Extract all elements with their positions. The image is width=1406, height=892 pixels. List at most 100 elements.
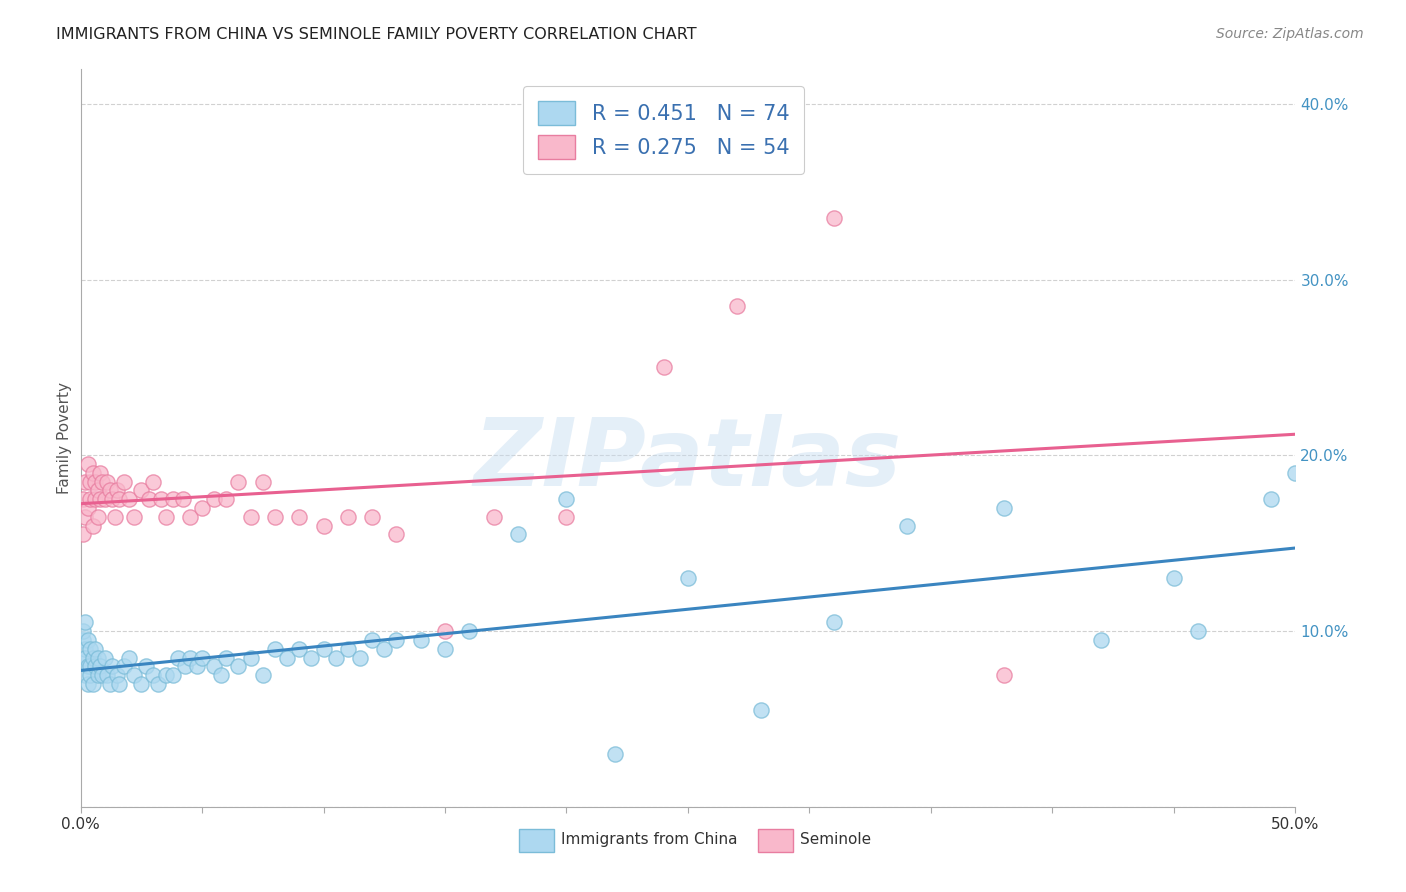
Point bbox=[86, 668, 108, 682]
Point bbox=[75, 475, 97, 489]
Point bbox=[482, 509, 505, 524]
Point bbox=[1163, 571, 1185, 585]
Point bbox=[142, 475, 165, 489]
Y-axis label: Family Poverty: Family Poverty bbox=[58, 382, 72, 494]
Point bbox=[79, 659, 101, 673]
Point bbox=[361, 632, 384, 647]
Point bbox=[155, 668, 177, 682]
Point bbox=[202, 492, 225, 507]
Point bbox=[94, 492, 117, 507]
Point bbox=[79, 641, 101, 656]
Point bbox=[118, 492, 141, 507]
Point bbox=[1187, 624, 1209, 639]
Point bbox=[823, 211, 845, 225]
Point bbox=[138, 492, 160, 507]
Point bbox=[433, 641, 456, 656]
Point bbox=[179, 650, 201, 665]
Point bbox=[101, 492, 124, 507]
Point bbox=[86, 509, 108, 524]
Point bbox=[79, 475, 101, 489]
Point bbox=[142, 668, 165, 682]
Point bbox=[823, 615, 845, 630]
Point bbox=[725, 299, 748, 313]
Point bbox=[82, 466, 104, 480]
Point bbox=[91, 475, 114, 489]
Point bbox=[186, 659, 208, 673]
Point bbox=[79, 668, 101, 682]
Point bbox=[76, 677, 98, 691]
Point bbox=[149, 492, 172, 507]
Point bbox=[252, 668, 274, 682]
Point bbox=[993, 501, 1015, 516]
Point bbox=[129, 677, 152, 691]
Point bbox=[112, 659, 135, 673]
Point bbox=[84, 659, 107, 673]
Point bbox=[202, 659, 225, 673]
Point bbox=[101, 659, 124, 673]
Point bbox=[264, 509, 287, 524]
Point bbox=[252, 475, 274, 489]
Point bbox=[288, 509, 311, 524]
Point bbox=[76, 659, 98, 673]
Point bbox=[72, 650, 94, 665]
Point bbox=[86, 650, 108, 665]
Point bbox=[84, 492, 107, 507]
Point bbox=[76, 501, 98, 516]
Point bbox=[555, 492, 578, 507]
Text: Source: ZipAtlas.com: Source: ZipAtlas.com bbox=[1216, 27, 1364, 41]
Point bbox=[652, 360, 675, 375]
Point bbox=[191, 501, 214, 516]
Point bbox=[148, 677, 170, 691]
Point bbox=[122, 509, 145, 524]
Point bbox=[336, 509, 359, 524]
Point bbox=[72, 527, 94, 541]
Point bbox=[312, 518, 335, 533]
Text: IMMIGRANTS FROM CHINA VS SEMINOLE FAMILY POVERTY CORRELATION CHART: IMMIGRANTS FROM CHINA VS SEMINOLE FAMILY… bbox=[56, 27, 697, 42]
Point bbox=[433, 624, 456, 639]
Point bbox=[72, 624, 94, 639]
Point bbox=[506, 527, 529, 541]
Point bbox=[75, 509, 97, 524]
Point bbox=[239, 509, 262, 524]
Point bbox=[135, 659, 157, 673]
Point bbox=[96, 475, 118, 489]
Point bbox=[385, 527, 408, 541]
Point bbox=[228, 659, 250, 673]
Point bbox=[166, 650, 188, 665]
Point bbox=[215, 650, 238, 665]
Point bbox=[215, 492, 238, 507]
Point bbox=[76, 457, 98, 471]
Point bbox=[108, 492, 131, 507]
Point bbox=[1090, 632, 1112, 647]
Point bbox=[361, 509, 384, 524]
Point bbox=[336, 641, 359, 656]
Point bbox=[1260, 492, 1282, 507]
Point bbox=[676, 571, 699, 585]
Point bbox=[264, 641, 287, 656]
Point bbox=[79, 492, 101, 507]
Point bbox=[129, 483, 152, 498]
Point bbox=[72, 632, 94, 647]
Point bbox=[94, 650, 117, 665]
Point bbox=[105, 483, 128, 498]
Point bbox=[98, 483, 121, 498]
Point bbox=[191, 650, 214, 665]
Point bbox=[179, 509, 201, 524]
Point bbox=[118, 650, 141, 665]
Point bbox=[76, 632, 98, 647]
Point bbox=[75, 615, 97, 630]
Point bbox=[349, 650, 371, 665]
Point bbox=[325, 650, 347, 665]
Point bbox=[75, 641, 97, 656]
Point bbox=[172, 492, 194, 507]
Point bbox=[108, 677, 131, 691]
Point bbox=[84, 475, 107, 489]
Text: ZIPatlas: ZIPatlas bbox=[474, 414, 903, 506]
Legend: R = 0.451   N = 74, R = 0.275   N = 54: R = 0.451 N = 74, R = 0.275 N = 54 bbox=[523, 87, 804, 174]
Point bbox=[89, 466, 111, 480]
Point bbox=[162, 668, 184, 682]
Point bbox=[86, 483, 108, 498]
Point bbox=[993, 668, 1015, 682]
Point bbox=[84, 641, 107, 656]
Point bbox=[373, 641, 395, 656]
